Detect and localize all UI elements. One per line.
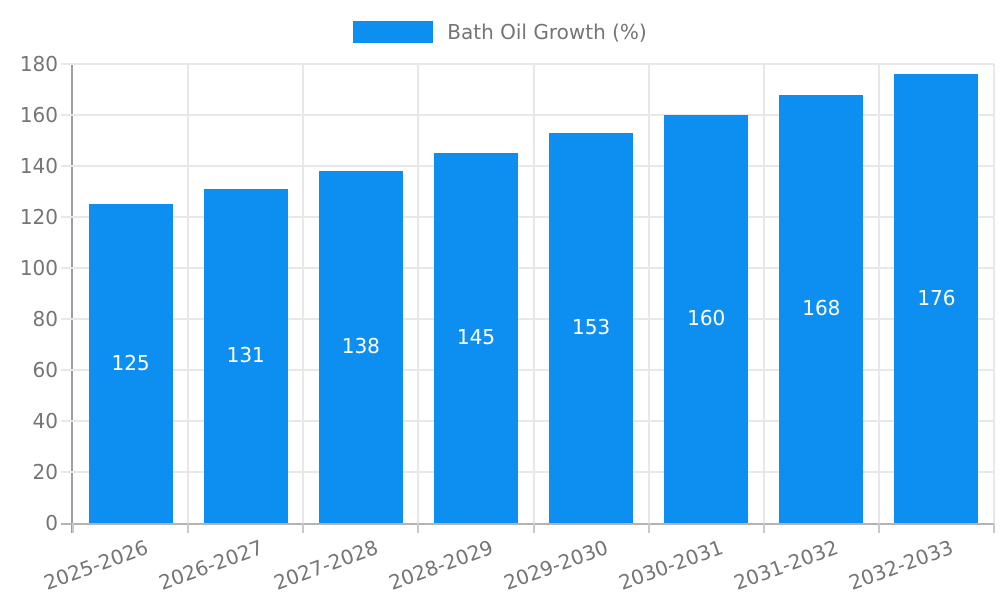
y-gridline bbox=[61, 318, 994, 320]
chart-legend: Bath Oil Growth (%) bbox=[0, 20, 1000, 44]
x-tick-mark bbox=[647, 523, 650, 533]
bar-value-label: 168 bbox=[802, 295, 841, 320]
x-axis-line bbox=[61, 523, 994, 525]
y-gridline bbox=[61, 114, 994, 116]
y-gridline bbox=[61, 369, 994, 371]
bar-2032-2033: 176 bbox=[894, 74, 979, 523]
bar-2031-2032: 168 bbox=[779, 94, 864, 523]
x-gridline bbox=[532, 64, 535, 523]
bar-2026-2027: 131 bbox=[203, 188, 288, 523]
bar-2030-2031: 160 bbox=[664, 115, 749, 523]
x-tick-mark bbox=[877, 523, 880, 533]
bar-value-label: 176 bbox=[917, 285, 956, 310]
bar-value-label: 125 bbox=[111, 350, 150, 375]
y-tick-label: 60 bbox=[32, 358, 58, 382]
x-tick-label-text: 2026-2027 bbox=[155, 535, 266, 595]
x-tick-mark bbox=[762, 523, 765, 533]
y-tick-label: 140 bbox=[19, 154, 58, 178]
x-tick-label-text: 2031-2032 bbox=[730, 535, 842, 595]
x-tick-mark bbox=[993, 523, 995, 533]
y-tick-label: 80 bbox=[32, 307, 58, 331]
legend-swatch bbox=[353, 21, 434, 43]
x-gridline bbox=[647, 64, 650, 523]
y-axis-line bbox=[71, 64, 73, 533]
x-tick-label-text: 2032-2033 bbox=[845, 535, 957, 595]
x-gridline bbox=[417, 64, 420, 523]
legend-item[interactable]: Bath Oil Growth (%) bbox=[353, 20, 647, 44]
x-gridline bbox=[302, 64, 305, 523]
y-gridline bbox=[61, 471, 994, 473]
y-tick-label: 120 bbox=[19, 205, 58, 229]
bar-value-label: 145 bbox=[456, 325, 496, 350]
y-tick-label: 20 bbox=[32, 460, 58, 484]
x-gridline bbox=[762, 64, 765, 523]
x-tick-mark bbox=[302, 523, 305, 533]
y-tick-label: 160 bbox=[19, 103, 58, 127]
x-gridline bbox=[877, 64, 880, 523]
y-gridline bbox=[61, 216, 994, 218]
x-tick-label-text: 2027-2028 bbox=[270, 535, 382, 595]
x-gridline bbox=[187, 64, 190, 523]
x-tick-mark bbox=[532, 523, 535, 533]
bar-2029-2030: 153 bbox=[549, 132, 634, 523]
bar-value-label: 138 bbox=[341, 334, 380, 359]
x-gridline bbox=[993, 64, 995, 523]
legend-label: Bath Oil Growth (%) bbox=[447, 20, 647, 44]
y-gridline bbox=[61, 267, 994, 269]
x-tick-label-text: 2025-2026 bbox=[40, 535, 151, 595]
plot-area: 125 2025-2026 131 2026-2027 138 2027-2028 145 2… bbox=[40, 63, 995, 595]
x-tick-mark bbox=[72, 523, 74, 533]
y-gridline bbox=[61, 63, 994, 66]
x-tick-mark bbox=[417, 523, 420, 533]
x-tick-mark bbox=[187, 523, 190, 533]
bar-value-label: 153 bbox=[571, 314, 611, 339]
bar-2025-2026: 125 bbox=[88, 204, 173, 523]
y-tick-label: 180 bbox=[19, 52, 58, 76]
bar-2028-2029: 145 bbox=[433, 153, 518, 523]
y-tick-label: 40 bbox=[32, 409, 58, 433]
y-gridline bbox=[61, 420, 994, 422]
x-tick-label-text: 2028-2029 bbox=[385, 535, 497, 595]
y-tick-label: 0 bbox=[45, 511, 58, 535]
x-tick-label-text: 2029-2030 bbox=[500, 535, 612, 595]
y-gridline bbox=[61, 165, 994, 167]
bar-value-label: 160 bbox=[687, 306, 726, 330]
bar-2027-2028: 138 bbox=[318, 171, 403, 523]
bar-value-label: 131 bbox=[226, 342, 265, 367]
x-tick-label-text: 2030-2031 bbox=[615, 535, 727, 595]
y-tick-label: 100 bbox=[19, 256, 58, 280]
